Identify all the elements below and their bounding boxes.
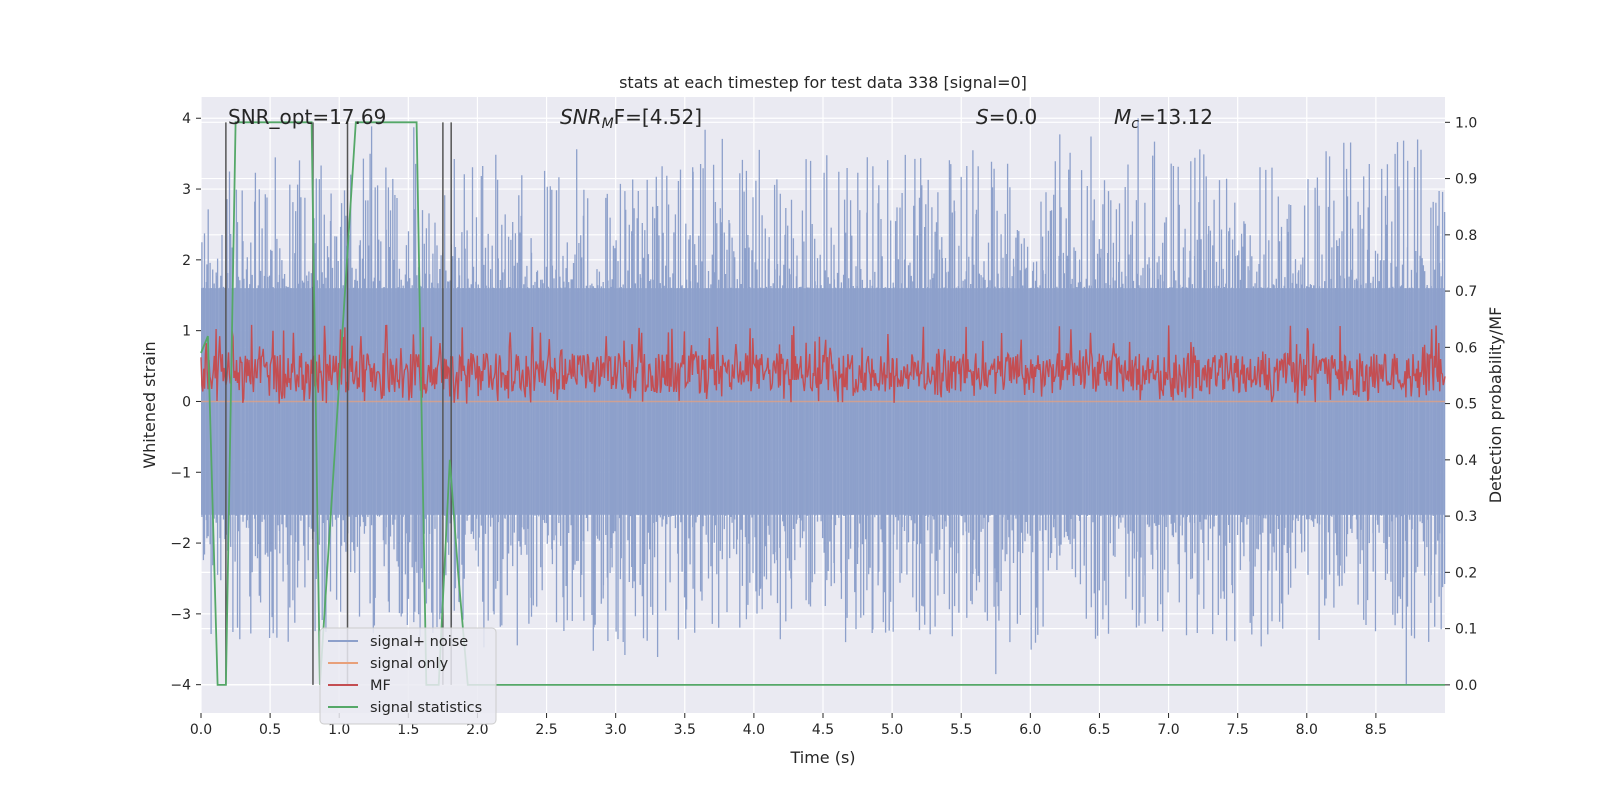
y-tick-label-left: 2 bbox=[182, 253, 191, 269]
annotation-mc: Mc=13.12 bbox=[1114, 105, 1213, 132]
x-tick-label: 7.5 bbox=[1227, 722, 1249, 738]
y-tick-label-right: 0.9 bbox=[1455, 172, 1477, 188]
mf-series bbox=[200, 324, 1446, 404]
annotation-s-symbol: S bbox=[976, 105, 989, 129]
legend-box bbox=[319, 627, 497, 725]
x-tick-label: 0.5 bbox=[259, 722, 281, 738]
annotation-mc-sub: c bbox=[1131, 116, 1139, 132]
x-tick-label: 3.0 bbox=[605, 722, 627, 738]
x-tick-label: 2.0 bbox=[466, 722, 488, 738]
annotation-snr-mf: SNRMF=[4.52] bbox=[560, 105, 702, 132]
annotation-snr-mf-rest: F=[4.52] bbox=[614, 105, 702, 129]
x-tick-label: 1.5 bbox=[397, 722, 419, 738]
x-tick-label: 6.5 bbox=[1088, 722, 1110, 738]
x-tick-label: 4.5 bbox=[812, 722, 834, 738]
annotation-s: S=0.0 bbox=[976, 105, 1037, 129]
annotation-snr-opt: SNR_opt=17.69 bbox=[228, 105, 386, 129]
y-tick-label-left: −2 bbox=[170, 536, 191, 552]
signal-statistics-line bbox=[200, 121, 1445, 686]
annotation-snr-mf-symbol: SNR bbox=[560, 105, 602, 129]
mf-line bbox=[200, 324, 1446, 404]
x-tick-label: 8.0 bbox=[1296, 722, 1318, 738]
y-tick-label-right: 0.4 bbox=[1455, 453, 1477, 469]
y-tick-label-right: 0.5 bbox=[1455, 397, 1477, 413]
y-axis-label-right: Detection probability/MF bbox=[1486, 307, 1505, 504]
annotation-mc-rest: =13.12 bbox=[1139, 105, 1213, 129]
signal-noise-series bbox=[201, 118, 1446, 685]
signal-statistics-series bbox=[200, 121, 1445, 686]
y-tick-label-left: 0 bbox=[182, 394, 191, 410]
x-tick-label: 7.0 bbox=[1157, 722, 1179, 738]
x-tick-label: 5.5 bbox=[950, 722, 972, 738]
annotation-s-rest: =0.0 bbox=[989, 105, 1038, 129]
x-tick-label: 0.0 bbox=[190, 722, 212, 738]
x-tick-label: 6.0 bbox=[1019, 722, 1041, 738]
y-tick-label-right: 0.3 bbox=[1455, 509, 1477, 525]
y-tick-label-left: 4 bbox=[182, 111, 191, 127]
x-tick-label: 4.0 bbox=[743, 722, 765, 738]
legend: signal+ noise signal only MF signal stat… bbox=[319, 627, 497, 725]
x-axis-label: Time (s) bbox=[789, 748, 855, 767]
y-tick-label-right: 1.0 bbox=[1455, 115, 1477, 131]
y-tick-label-left: 1 bbox=[182, 324, 191, 340]
legend-label-signal-only: signal only bbox=[370, 656, 449, 672]
ticks: 0.0 0.5 1.0 1.5 2.0 2.5 3.0 3.5 4.0 4.5 5.0 5.5 6.0 6… bbox=[170, 111, 1477, 738]
y-tick-label-left: −4 bbox=[170, 678, 191, 694]
annotation-mc-symbol: M bbox=[1114, 105, 1131, 129]
y-tick-label-left: 3 bbox=[182, 182, 191, 198]
y-tick-label-right: 0.2 bbox=[1455, 565, 1477, 581]
chart-title: stats at each timestep for test data 338… bbox=[619, 73, 1027, 92]
annotation-snr-mf-sub: M bbox=[602, 116, 614, 132]
legend-label-signal-noise: signal+ noise bbox=[370, 634, 468, 650]
vertical-markers bbox=[225, 122, 452, 685]
y-tick-label-right: 0.6 bbox=[1455, 340, 1477, 356]
y-tick-label-right: 0.0 bbox=[1455, 678, 1477, 694]
y-tick-label-right: 0.1 bbox=[1455, 622, 1477, 638]
legend-label-mf: MF bbox=[370, 678, 391, 694]
y-tick-label-left: −1 bbox=[170, 465, 191, 481]
legend-label-signal-statistics: signal statistics bbox=[370, 700, 482, 716]
y-tick-label-left: −3 bbox=[170, 607, 191, 623]
y-tick-label-right: 0.7 bbox=[1455, 284, 1477, 300]
x-tick-label: 1.0 bbox=[328, 722, 350, 738]
x-tick-label: 8.5 bbox=[1365, 722, 1387, 738]
x-tick-label: 3.5 bbox=[674, 722, 696, 738]
x-tick-label: 2.5 bbox=[535, 722, 557, 738]
y-axis-label-left: Whitened strain bbox=[140, 341, 159, 468]
y-tick-label-right: 0.8 bbox=[1455, 228, 1477, 244]
x-tick-label: 5.0 bbox=[881, 722, 903, 738]
